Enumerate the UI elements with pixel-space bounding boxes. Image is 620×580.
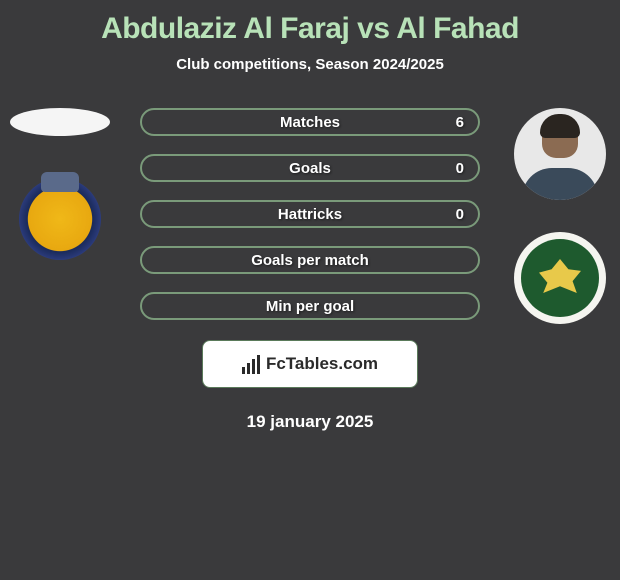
stat-bar-goals: Goals 0	[140, 154, 480, 182]
stat-label: Goals	[289, 160, 331, 177]
footer-date: 19 january 2025	[0, 412, 620, 432]
team-badge-left	[19, 178, 101, 260]
stat-bar-matches: Matches 6	[140, 108, 480, 136]
comparison-infographic: Abdulaziz Al Faraj vs Al Fahad Club comp…	[0, 0, 620, 580]
stat-value-right: 0	[456, 206, 464, 223]
footer-brand-text: FcTables.com	[266, 354, 378, 374]
stat-value-right: 6	[456, 114, 464, 131]
stat-bar-hattricks: Hattricks 0	[140, 200, 480, 228]
logo-bar	[257, 355, 260, 374]
stat-value-right: 0	[456, 160, 464, 177]
footer-logo: FcTables.com	[202, 340, 418, 388]
right-column	[510, 108, 610, 324]
stat-bars: Matches 6 Goals 0 Hattricks 0 Goals per …	[140, 108, 480, 320]
stat-label: Matches	[280, 114, 340, 131]
page-title: Abdulaziz Al Faraj vs Al Fahad	[0, 0, 620, 46]
stat-label: Goals per match	[251, 252, 369, 269]
stat-bar-min-per-goal: Min per goal	[140, 292, 480, 320]
player-shoulders	[522, 168, 598, 200]
stat-label: Min per goal	[266, 298, 354, 315]
left-column	[10, 108, 110, 260]
stat-label: Hattricks	[278, 206, 342, 223]
player-photo-right	[514, 108, 606, 200]
team-badge-right-inner	[521, 239, 599, 317]
logo-bar	[252, 359, 255, 374]
logo-bar	[247, 363, 250, 374]
logo-bar	[242, 367, 245, 374]
stat-bar-goals-per-match: Goals per match	[140, 246, 480, 274]
player-photo-left	[10, 108, 110, 136]
content-area: Matches 6 Goals 0 Hattricks 0 Goals per …	[0, 108, 620, 320]
player-hair	[540, 114, 580, 138]
team-badge-right	[514, 232, 606, 324]
logo-bars-icon	[242, 354, 260, 374]
subtitle: Club competitions, Season 2024/2025	[0, 56, 620, 73]
